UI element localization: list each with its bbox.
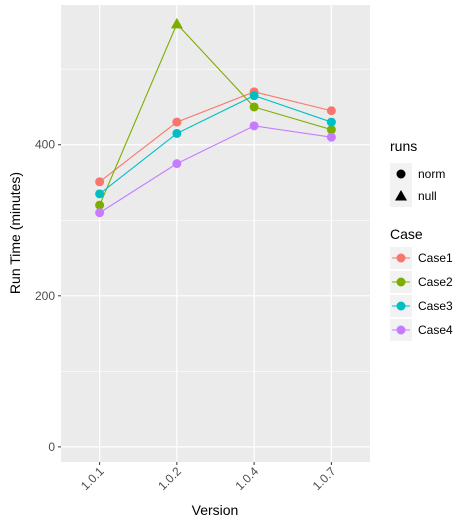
legend-key-point	[396, 301, 406, 311]
x-axis-title: Version	[192, 502, 239, 518]
data-point-case1	[172, 117, 182, 127]
data-point-case3	[172, 128, 182, 138]
data-point-case2-triangle	[170, 17, 183, 29]
data-point-case2	[95, 200, 105, 210]
legend-key-point	[396, 253, 406, 263]
legend-key-triangle	[395, 190, 407, 201]
x-tick-label: 1.0.2	[155, 464, 184, 493]
legend-title-runs: runs	[390, 138, 417, 154]
legend-label-norm: norm	[418, 167, 445, 181]
data-point-case1	[95, 177, 105, 187]
data-point-case3	[326, 117, 336, 127]
legend-label-null: null	[418, 189, 437, 203]
y-axis-title: Run Time (minutes)	[7, 172, 23, 294]
x-axis-ticks: 1.0.1 1.0.2 1.0.4 1.0.7	[78, 462, 339, 493]
data-points	[95, 17, 336, 218]
y-tick-label: 0	[48, 440, 55, 454]
legend-title-case: Case	[390, 226, 423, 242]
series-line-case1	[99, 91, 332, 183]
series-lines	[99, 22, 332, 214]
data-point-case4	[249, 121, 259, 131]
data-point-case3	[249, 91, 259, 101]
data-point-case2	[249, 102, 259, 112]
legend-label-case4: Case4	[418, 323, 453, 337]
series-line-case2	[99, 22, 332, 206]
legend-label-case3: Case3	[418, 299, 453, 313]
x-tick-label: 1.0.1	[78, 464, 107, 493]
data-point-case3	[95, 189, 105, 199]
panel-background	[61, 5, 370, 462]
x-tick-label: 1.0.7	[310, 464, 339, 493]
legend-label-case1: Case1	[418, 251, 453, 265]
legend-label-case2: Case2	[418, 275, 453, 289]
legend-key-circle	[396, 169, 406, 179]
series-line-case4	[99, 125, 332, 214]
data-point-case4	[326, 132, 336, 142]
data-point-case1	[326, 106, 336, 116]
y-axis-ticks: 0 200 400	[35, 138, 61, 454]
legend-key-point	[396, 325, 406, 335]
data-point-case4	[95, 208, 105, 218]
legend-key-point	[396, 277, 406, 287]
y-tick-label: 400	[35, 138, 55, 152]
x-tick-label: 1.0.4	[232, 464, 261, 493]
series-line-case3	[99, 95, 332, 195]
data-point-case2	[326, 125, 336, 135]
y-tick-label: 200	[35, 289, 55, 303]
data-point-case4	[172, 159, 182, 169]
